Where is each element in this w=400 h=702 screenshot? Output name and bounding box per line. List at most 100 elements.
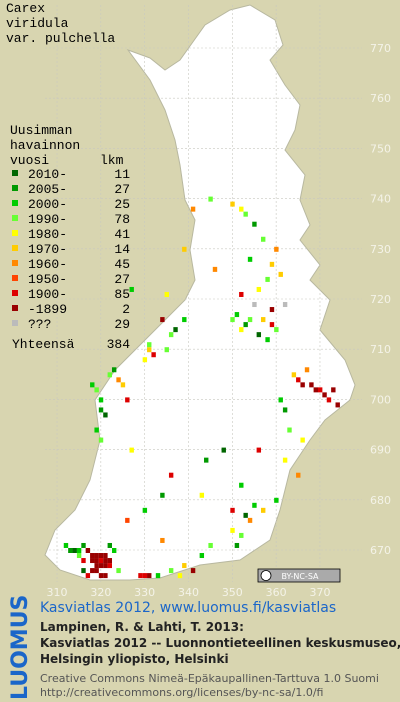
northing-label: 690 bbox=[370, 444, 391, 457]
observation bbox=[326, 397, 332, 403]
observation bbox=[76, 548, 82, 553]
legend-swatch bbox=[12, 320, 18, 326]
observation bbox=[208, 196, 213, 202]
observation bbox=[142, 507, 148, 513]
observation bbox=[256, 447, 262, 453]
observation bbox=[282, 407, 288, 413]
observation bbox=[212, 266, 218, 272]
observation bbox=[85, 573, 91, 579]
citation: Lampinen, R. & Lahti, T. 2013: bbox=[40, 620, 244, 634]
observation bbox=[94, 553, 99, 559]
observation bbox=[300, 437, 305, 443]
license[interactable]: http://creativecommons.org/licenses/by-n… bbox=[40, 686, 323, 699]
legend-label: ??? bbox=[28, 317, 51, 332]
observation bbox=[147, 573, 152, 579]
legend-swatch bbox=[12, 260, 18, 266]
observation bbox=[247, 517, 253, 523]
observation bbox=[296, 377, 301, 383]
axis-labels: 770 760 750 740 730 720 710 700 690 680 670 310 320 3… bbox=[47, 42, 392, 599]
citation: Kasviatlas 2012 -- Luonnontieteellinen k… bbox=[40, 636, 400, 650]
observation bbox=[81, 558, 86, 564]
observation bbox=[182, 317, 187, 323]
northing-label: 670 bbox=[370, 544, 391, 557]
legend-swatch bbox=[12, 275, 18, 281]
easting-label: 360 bbox=[266, 586, 287, 599]
observation bbox=[103, 553, 108, 559]
badge-box bbox=[257, 568, 341, 583]
observation bbox=[256, 332, 262, 338]
observation bbox=[309, 382, 314, 388]
observation bbox=[182, 563, 187, 569]
observation bbox=[252, 221, 257, 227]
legend-label: 2005- bbox=[28, 182, 67, 197]
observation bbox=[230, 201, 235, 207]
observation bbox=[81, 542, 86, 548]
observation bbox=[168, 568, 174, 574]
observation bbox=[239, 327, 244, 333]
observation bbox=[125, 397, 130, 403]
observation bbox=[274, 497, 279, 503]
license: Creative Commons Nimeä-Epäkaupallinen-Ta… bbox=[40, 672, 379, 685]
easting-label: 340 bbox=[178, 586, 199, 599]
logo: LUOMUS bbox=[8, 595, 33, 700]
legend-count: 29 bbox=[114, 317, 130, 332]
observation bbox=[221, 447, 226, 453]
observation bbox=[261, 507, 266, 513]
observation bbox=[177, 573, 183, 579]
legend-swatch bbox=[12, 200, 18, 206]
legend-label: 2000- bbox=[28, 197, 67, 212]
observation bbox=[98, 397, 104, 403]
observation bbox=[103, 412, 108, 418]
observation bbox=[160, 537, 165, 543]
observation bbox=[287, 427, 292, 433]
citation: Helsingin yliopisto, Helsinki bbox=[40, 652, 229, 666]
legend-label: 1970- bbox=[28, 242, 67, 257]
badge-text: BY-NC-SA bbox=[281, 572, 319, 581]
observation bbox=[72, 548, 77, 553]
northing-label: 680 bbox=[370, 494, 391, 507]
title-line: Carex bbox=[6, 1, 45, 16]
observation bbox=[76, 553, 82, 559]
observation bbox=[90, 568, 95, 574]
observation bbox=[243, 211, 248, 217]
observation bbox=[331, 387, 336, 393]
northing-label: 740 bbox=[370, 193, 391, 206]
northing-label: 760 bbox=[370, 92, 391, 105]
legend-count: 78 bbox=[114, 212, 130, 227]
observation bbox=[120, 382, 126, 388]
observation bbox=[252, 502, 257, 508]
legend-total-label: Yhteensä bbox=[12, 337, 75, 352]
legend-label: 1900- bbox=[28, 287, 67, 302]
legend-count: 27 bbox=[114, 182, 130, 197]
legend-swatch bbox=[12, 215, 18, 221]
observation bbox=[129, 286, 134, 292]
legend-swatch bbox=[12, 170, 18, 176]
observation bbox=[234, 542, 240, 548]
observation bbox=[234, 312, 240, 318]
observation bbox=[278, 271, 283, 277]
finland-outline bbox=[44, 4, 356, 581]
observation bbox=[317, 387, 323, 393]
northing-label: 730 bbox=[370, 243, 391, 256]
observation bbox=[190, 568, 196, 574]
observation bbox=[94, 568, 99, 574]
observation bbox=[90, 553, 95, 559]
observation bbox=[125, 517, 130, 523]
observation bbox=[182, 246, 187, 252]
observation bbox=[278, 397, 283, 403]
observation bbox=[98, 563, 104, 569]
observation bbox=[199, 492, 205, 498]
observation bbox=[274, 327, 279, 333]
observation bbox=[81, 568, 86, 574]
observation bbox=[111, 548, 117, 553]
observation bbox=[151, 352, 156, 358]
observation bbox=[90, 382, 95, 388]
observation bbox=[98, 558, 104, 564]
legend-heading: Uusimman bbox=[10, 123, 72, 138]
observation bbox=[173, 327, 178, 333]
easting-label: 370 bbox=[309, 586, 330, 599]
link[interactable]: Kasviatlas 2012, www.luomus.fi/kasviatla… bbox=[40, 600, 336, 616]
observation bbox=[256, 286, 262, 292]
northing-label: 750 bbox=[370, 142, 391, 155]
